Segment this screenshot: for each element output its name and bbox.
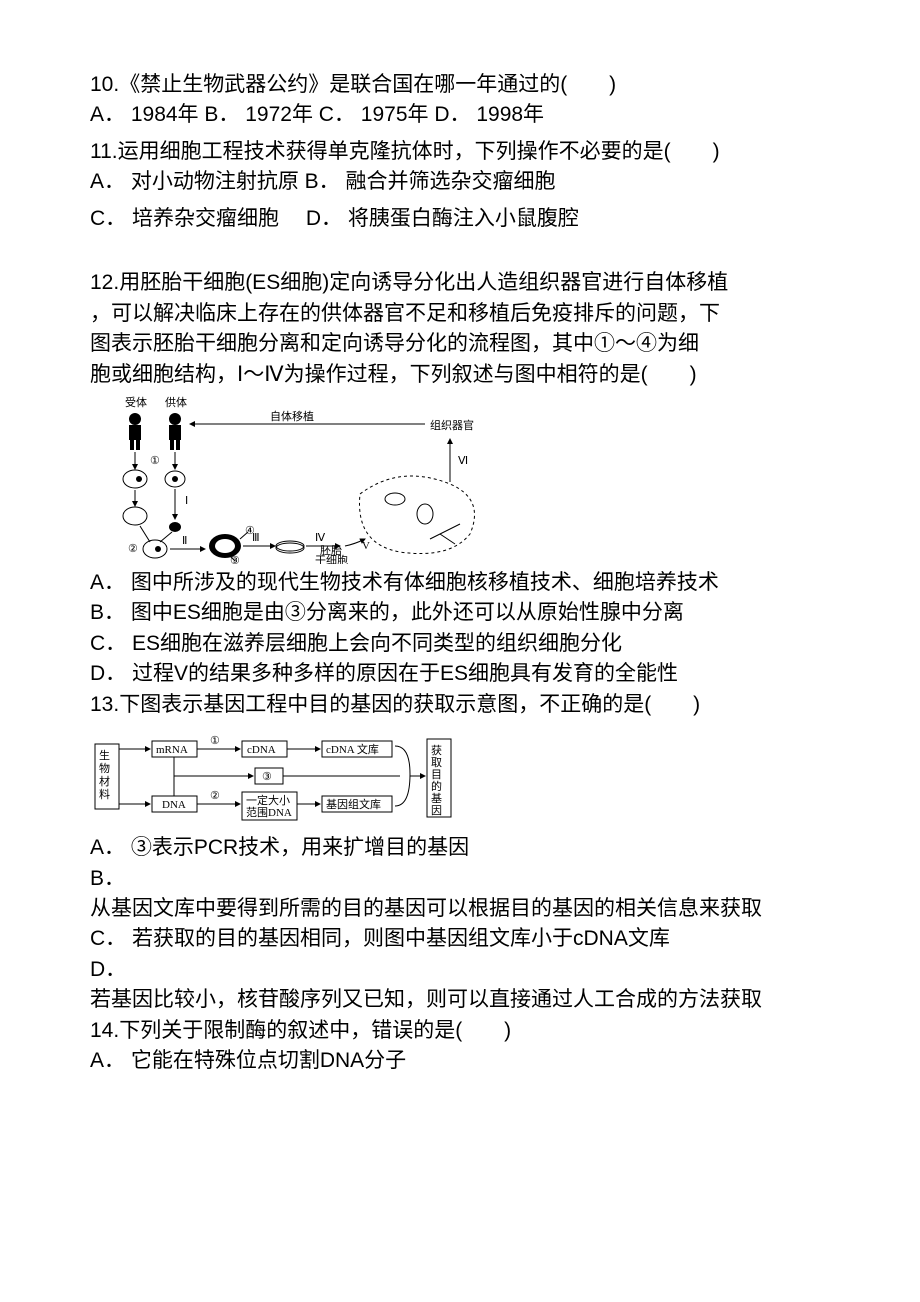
q13-figure: 生物材料 mRNA ① cDNA cDNA 文库 DNA ② 一定大小 范围DN…	[90, 724, 830, 829]
q11-options-cd: C． 培养杂交瘤细胞 D． 将胰蛋白酶注入小鼠腹腔	[90, 204, 830, 234]
q13-opt-b: 从基因文库中要得到所需的目的基因可以根据目的基因的相关信息来获取	[90, 894, 830, 924]
label-circle2: ②	[128, 543, 138, 555]
q14-stem: 14.下列关于限制酶的叙述中，错误的是( )	[90, 1016, 830, 1046]
label-dna: DNA	[162, 799, 186, 811]
q10-stem: 10.《禁止生物武器公约》是联合国在哪一年通过的( )	[90, 70, 830, 100]
q12-stem-line1: 12.用胚胎干细胞(ES细胞)定向诱导分化出人造组织器官进行自体移植	[90, 268, 830, 298]
label-sizedna1: 一定大小	[246, 793, 290, 807]
label-stemcell: 干细胞	[315, 554, 348, 564]
label-cdna: cDNA	[247, 744, 276, 756]
q11-stem: 11.运用细胞工程技术获得单克隆抗体时，下列操作不必要的是( )	[90, 137, 830, 167]
label-circle3: ③	[230, 555, 240, 564]
q13-opt-c: C． 若获取的目的基因相同，则图中基因组文库小于cDNA文库	[90, 924, 830, 954]
label-donor: 供体	[165, 395, 187, 409]
label-n3: ③	[262, 771, 272, 783]
q14-opt-a: A． 它能在特殊位点切割DNA分子	[90, 1046, 830, 1076]
label-roman1: Ⅰ	[185, 495, 188, 507]
label-roman2: Ⅱ	[182, 535, 187, 547]
human-receptor-icon	[129, 413, 141, 450]
q13-opt-d-head: D．	[90, 955, 830, 985]
human-donor-icon	[169, 413, 181, 450]
label-sizedna2: 范围DNA	[246, 805, 292, 819]
label-n2: ②	[210, 790, 220, 802]
label-cdnalib: cDNA 文库	[326, 742, 379, 756]
q12-opt-a: A． 图中所涉及的现代生物技术有体细胞核移植技术、细胞培养技术	[90, 568, 830, 598]
label-roman4: Ⅳ	[315, 532, 326, 544]
q12-stem-line3: 图表示胚胎干细胞分离和定向诱导分化的流程图，其中①～④为细	[90, 329, 830, 359]
q11-options-ab: A． 对小动物注射抗原 B． 融合并筛选杂交瘤细胞	[90, 167, 830, 197]
label-organ: 组织器官	[430, 418, 474, 432]
label-n1: ①	[210, 735, 220, 747]
q12-opt-c: C． ES细胞在滋养层细胞上会向不同类型的组织细胞分化	[90, 629, 830, 659]
q13-opt-b-head: B．	[90, 864, 830, 894]
label-genlib: 基因组文库	[326, 797, 381, 811]
q12-figure: 受体 供体 ① Ⅰ ② Ⅱ ④ ③ Ⅲ Ⅳ 胚	[90, 394, 830, 564]
label-roman6: Ⅵ	[458, 455, 468, 467]
q10-options: A． 1984年 B． 1972年 C． 1975年 D． 1998年	[90, 100, 830, 130]
label-circle1: ①	[150, 455, 160, 467]
label-receptor: 受体	[125, 395, 147, 409]
label-bio: 生物材料	[99, 748, 110, 801]
q13-opt-d: 若基因比较小，核苷酸序列又已知，则可以直接通过人工合成的方法获取	[90, 985, 830, 1015]
label-mrna: mRNA	[156, 744, 188, 756]
label-roman5: V	[362, 540, 370, 552]
q12-stem-line4: 胞或细胞结构，Ⅰ～Ⅳ为操作过程，下列叙述与图中相符的是( )	[90, 360, 830, 390]
q12-opt-d: D． 过程V的结果多种多样的原因在于ES细胞具有发育的全能性	[90, 659, 830, 689]
label-autograft: 自体移植	[270, 409, 314, 423]
q12-stem-line2: ，可以解决临床上存在的供体器官不足和移植后免疫排斥的问题，下	[90, 299, 830, 329]
label-roman3: Ⅲ	[252, 532, 260, 544]
q13-stem: 13.下图表示基因工程中目的基因的获取示意图，不正确的是( )	[90, 690, 830, 720]
q12-opt-b: B． 图中ES细胞是由③分离来的，此外还可以从原始性腺中分离	[90, 598, 830, 628]
label-target: 获取目的基因	[431, 744, 442, 817]
q13-opt-a: A． ③表示PCR技术，用来扩增目的基因	[90, 833, 830, 863]
